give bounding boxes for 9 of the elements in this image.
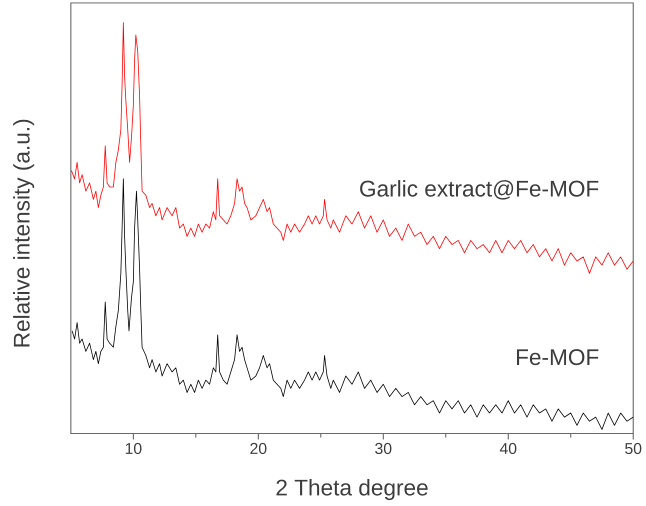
x-tick-label: 20 [250, 442, 266, 454]
x-tick-label: 50 [625, 442, 642, 454]
series-label: Fe-MOF [516, 348, 598, 365]
series-label: Garlic extract@Fe-MOF [360, 180, 598, 200]
x-axis-title: 2 Theta degree [276, 478, 428, 500]
x-tick-label: 10 [126, 442, 142, 454]
y-axis-title: Relative intensity (a.u.) [13, 120, 34, 346]
x-tick-label: 40 [500, 442, 516, 454]
x-tick-label: 30 [375, 442, 392, 454]
